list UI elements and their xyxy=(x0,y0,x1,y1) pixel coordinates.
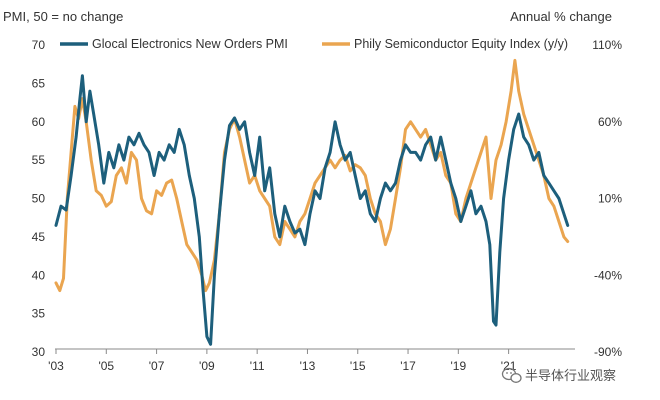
x-axis-ticks: '03'05'07'09'11'13'15'17'19'21 xyxy=(48,349,517,373)
watermark: 半导体行业观察 xyxy=(501,367,616,384)
x-tick-label: '19 xyxy=(451,359,467,373)
legend: Glocal Electronics New Orders PMI Phily … xyxy=(60,37,568,51)
x-tick-label: '05 xyxy=(98,359,114,373)
left-tick-label: 40 xyxy=(32,268,46,282)
x-tick-label: '03 xyxy=(48,359,64,373)
right-tick-label: 10% xyxy=(598,192,622,206)
right-tick-label: 110% xyxy=(592,38,622,52)
left-tick-label: 70 xyxy=(32,38,46,52)
x-tick-label: '15 xyxy=(350,359,366,373)
right-axis-ticks: 110% 60% 10% -40% -90% xyxy=(592,38,622,359)
x-tick-label: '13 xyxy=(300,359,316,373)
left-tick-label: 45 xyxy=(32,230,46,244)
left-tick-label: 30 xyxy=(32,345,46,359)
left-axis-ticks: 70 65 60 55 50 45 40 35 30 xyxy=(32,38,46,359)
left-tick-label: 60 xyxy=(32,115,46,129)
right-tick-label: -90% xyxy=(594,345,622,359)
right-tick-label: -40% xyxy=(594,268,622,282)
right-tick-label: 60% xyxy=(598,115,622,129)
x-tick-label: '09 xyxy=(199,359,215,373)
legend-label-pmi: Glocal Electronics New Orders PMI xyxy=(92,37,288,51)
series-line-equity xyxy=(54,58,570,293)
legend-label-equity: Phily Semiconductor Equity Index (y/y) xyxy=(354,37,568,51)
right-axis-title: Annual % change xyxy=(510,9,612,24)
left-tick-label: 50 xyxy=(32,192,46,206)
left-tick-label: 65 xyxy=(32,76,46,90)
wechat-icon xyxy=(501,367,522,383)
x-tick-label: '07 xyxy=(149,359,165,373)
series-layer xyxy=(54,58,570,346)
left-tick-label: 55 xyxy=(32,153,46,167)
series-line-pmi xyxy=(54,74,570,346)
x-tick-label: '17 xyxy=(400,359,416,373)
x-tick-label: '11 xyxy=(250,359,265,373)
left-axis-title: PMI, 50 = no change xyxy=(3,9,123,24)
left-tick-label: 35 xyxy=(32,307,46,321)
watermark-text: 半导体行业观察 xyxy=(525,369,616,384)
